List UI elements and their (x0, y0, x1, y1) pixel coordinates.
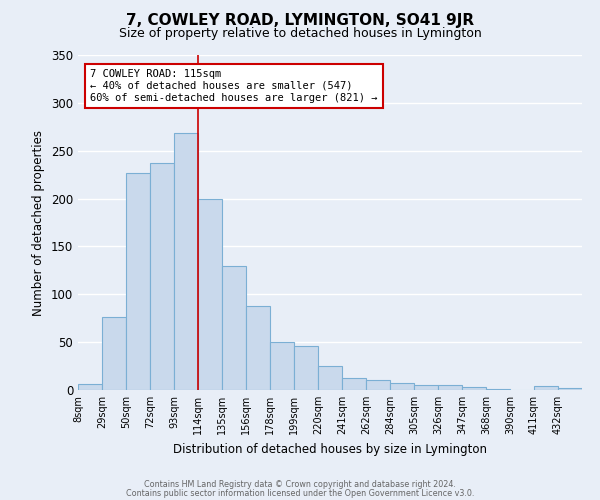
Text: 7 COWLEY ROAD: 115sqm
← 40% of detached houses are smaller (547)
60% of semi-det: 7 COWLEY ROAD: 115sqm ← 40% of detached … (90, 70, 377, 102)
Bar (486, 389, 510, 390)
Bar (390, 384, 414, 390)
Bar (102, 318, 126, 390)
Bar (534, 386, 558, 390)
X-axis label: Distribution of detached houses by size in Lymington: Distribution of detached houses by size … (173, 442, 487, 456)
Bar (150, 163, 174, 390)
Bar (174, 134, 198, 390)
Text: Contains public sector information licensed under the Open Government Licence v3: Contains public sector information licen… (126, 488, 474, 498)
Bar (438, 385, 462, 390)
Bar (414, 385, 438, 390)
Bar (342, 378, 366, 390)
Bar (558, 388, 582, 390)
Y-axis label: Number of detached properties: Number of detached properties (32, 130, 46, 316)
Bar (462, 387, 486, 390)
Bar (318, 366, 342, 390)
Text: Contains HM Land Registry data © Crown copyright and database right 2024.: Contains HM Land Registry data © Crown c… (144, 480, 456, 489)
Text: 7, COWLEY ROAD, LYMINGTON, SO41 9JR: 7, COWLEY ROAD, LYMINGTON, SO41 9JR (126, 12, 474, 28)
Bar (198, 198, 222, 390)
Bar (366, 380, 390, 390)
Bar (78, 384, 102, 390)
Bar (222, 266, 246, 390)
Bar (270, 342, 294, 390)
Bar (246, 306, 270, 390)
Bar (294, 346, 318, 390)
Bar (126, 172, 150, 390)
Text: Size of property relative to detached houses in Lymington: Size of property relative to detached ho… (119, 28, 481, 40)
